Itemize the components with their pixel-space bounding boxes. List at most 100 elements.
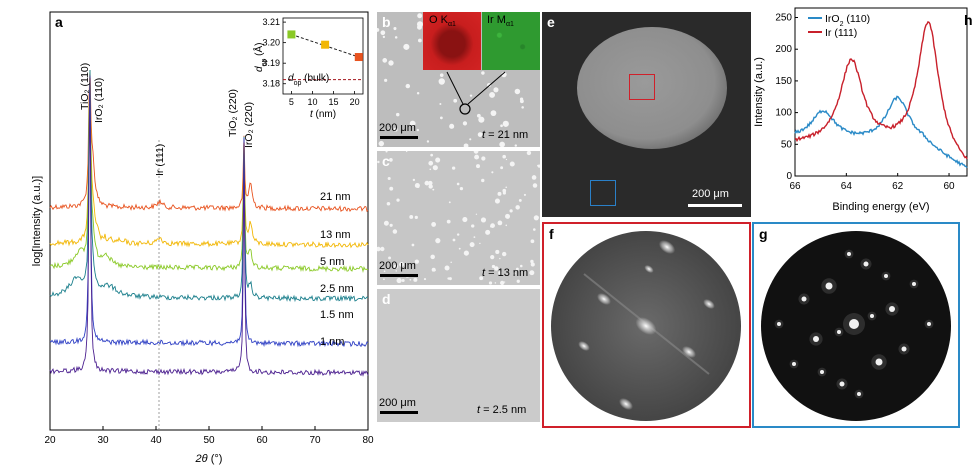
xrd-chart: 20 30 40 50 60 70 80 log[Intensity (a.u.)] 2θ … (31, 11, 374, 465)
diffraction-spot (889, 306, 895, 312)
particle (502, 120, 509, 127)
diffraction-spot (703, 299, 715, 309)
panel-b-t: t (482, 129, 486, 141)
xrd-trace-label: 5 nm (320, 256, 344, 268)
inset-ytick-label: 3.21 (262, 17, 280, 27)
panel-b-particles (377, 13, 524, 147)
inset-ylabel-unit: (Å) (252, 43, 265, 56)
xps-chart: 66 64 62 60 0 50 100 150 200 250 Intensity (a.u.)… (753, 7, 968, 213)
particle (530, 239, 535, 244)
xrd-trace (49, 69, 369, 303)
panel-b-scale-text: 200 μm (379, 122, 416, 134)
xrd-trace (49, 78, 369, 377)
particle (474, 154, 480, 160)
particle (488, 281, 493, 285)
particle (393, 127, 398, 132)
xps-xtick-label: 64 (841, 181, 853, 192)
particle (446, 219, 451, 224)
ir-map-label-sub: α1 (505, 21, 514, 29)
particle (531, 175, 537, 180)
particle (530, 262, 535, 267)
legend-iro2-main: IrO (825, 13, 840, 25)
xrd-trace-label: 21 nm (320, 191, 351, 203)
particle (451, 166, 456, 170)
diffraction-glow (798, 293, 810, 305)
xrd-xtick-label: 80 (362, 435, 374, 446)
peak-label-iro2-220: IrO₂ (220) (243, 102, 255, 148)
particle (533, 215, 539, 221)
diffraction-spot (884, 274, 888, 278)
panel-b-scale-bar (380, 136, 418, 139)
panel-f-label: f (549, 226, 554, 242)
dop-inset-chart: 3.213.203.193.185 10 15 20 dop (bulk) dop (… (252, 17, 364, 120)
xrd-trace (49, 69, 369, 249)
xrd-trace-label: 13 nm (320, 229, 351, 241)
particle (499, 141, 505, 147)
particle (456, 182, 460, 186)
particle (389, 223, 393, 227)
xps-ytick-label: 50 (781, 139, 793, 150)
inset-points (287, 30, 363, 62)
inset-frame (282, 17, 364, 95)
particle (394, 36, 398, 39)
particle (377, 160, 380, 164)
diffraction-glow (924, 319, 934, 329)
particle (432, 188, 435, 191)
particle (476, 164, 481, 169)
particle (473, 151, 479, 154)
particle (526, 151, 532, 156)
xps-ytick-label: 250 (775, 13, 792, 24)
diffraction-glow (844, 249, 854, 259)
diffraction-glow (867, 311, 877, 321)
diffraction-glow (871, 354, 887, 370)
xps-xtick-label: 62 (892, 181, 904, 192)
ir-map-label-text: Ir M (487, 14, 506, 26)
panel-d-t: t (477, 404, 481, 416)
particle (494, 266, 499, 271)
particle (514, 144, 517, 147)
diffraction-spot (597, 293, 611, 305)
diffraction-spot (901, 346, 907, 352)
particle (519, 99, 524, 104)
inset-ylabel: dop (Å) (252, 43, 268, 72)
panel-c-t: t (482, 267, 486, 279)
particle (480, 217, 487, 223)
xrd-xlabel: 2θ (°) (195, 453, 223, 465)
arrow-to-o-map (446, 71, 464, 105)
particle (417, 24, 422, 30)
particle (529, 270, 535, 276)
particle (481, 71, 485, 75)
xrd-xlabel-theta: 2θ (195, 453, 208, 465)
peak-label-tio2-220: TiO₂ (220) (227, 89, 239, 137)
diffraction-spot (792, 362, 796, 366)
particle (498, 271, 502, 275)
diffraction-spot (839, 381, 845, 387)
particle (383, 270, 386, 273)
particle (383, 220, 389, 226)
panel-b-thickness: t = 21 nm (482, 129, 528, 141)
ir-map-inset (482, 12, 540, 70)
particle-highlight-circle (459, 103, 471, 115)
particle (473, 236, 476, 239)
particle (448, 201, 451, 204)
panel-h: 66 64 62 60 0 50 100 150 200 250 Intensity (a.u.)… (752, 0, 978, 220)
diffraction-glow (834, 327, 844, 337)
particle (393, 264, 398, 269)
panel-a: 20 30 40 50 60 70 80 log[Intensity (a.u.)] 2θ … (0, 0, 375, 472)
particle (481, 178, 485, 183)
panel-h-label: h (964, 12, 973, 28)
diffraction-glow (836, 378, 848, 390)
particle (469, 138, 472, 141)
xrd-ylabel: log[Intensity (a.u.)] (31, 176, 43, 267)
diffraction-spot (912, 282, 916, 286)
particle (399, 262, 405, 267)
particle (490, 223, 495, 229)
particle (485, 229, 491, 235)
xrd-trace-label: 1.5 nm (320, 309, 354, 321)
diffraction-spot (813, 336, 819, 342)
particle (447, 277, 450, 280)
particle (502, 191, 506, 195)
inset-point (321, 40, 330, 49)
bulk-label-sub: op (294, 80, 302, 87)
particle (504, 281, 506, 283)
